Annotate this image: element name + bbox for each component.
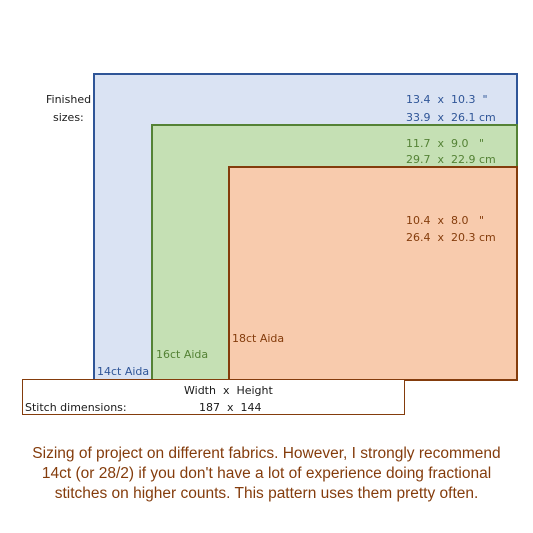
- fabric-label-14ct: 14ct Aida: [97, 365, 150, 378]
- stitch-dimensions-label: Stitch dimensions:: [25, 401, 127, 414]
- stitch-dimensions-value: 187 x 144: [199, 401, 262, 414]
- fabric-rect-18ct: [228, 166, 518, 381]
- dim-14ct-inches: 13.4 x 10.3 ": [406, 93, 488, 106]
- dim-16ct-inches: 11.7 x 9.0 ": [406, 137, 485, 150]
- dim-16ct-cm: 29.7 x 22.9 cm: [406, 153, 496, 166]
- caption-line-2: 14ct (or 28/2) if you don't have a lot o…: [41, 465, 492, 482]
- caption-line-3: stitches on higher counts. This pattern …: [54, 485, 479, 502]
- stitch-dimensions-box: Width x Height Stitch dimensions: 187 x …: [22, 379, 405, 415]
- dim-14ct-cm: 33.9 x 26.1 cm: [406, 111, 496, 124]
- finished-sizes-label-line2: sizes:: [53, 111, 84, 124]
- fabric-label-18ct: 18ct Aida: [232, 332, 285, 345]
- caption-line-1: Sizing of project on different fabrics. …: [32, 445, 501, 462]
- stitch-table-header: Width x Height: [184, 384, 273, 397]
- finished-sizes-label-line1: Finished: [46, 93, 92, 106]
- dim-18ct-inches: 10.4 x 8.0 ": [406, 214, 485, 227]
- dim-18ct-cm: 26.4 x 20.3 cm: [406, 231, 496, 244]
- fabric-label-16ct: 16ct Aida: [156, 348, 209, 361]
